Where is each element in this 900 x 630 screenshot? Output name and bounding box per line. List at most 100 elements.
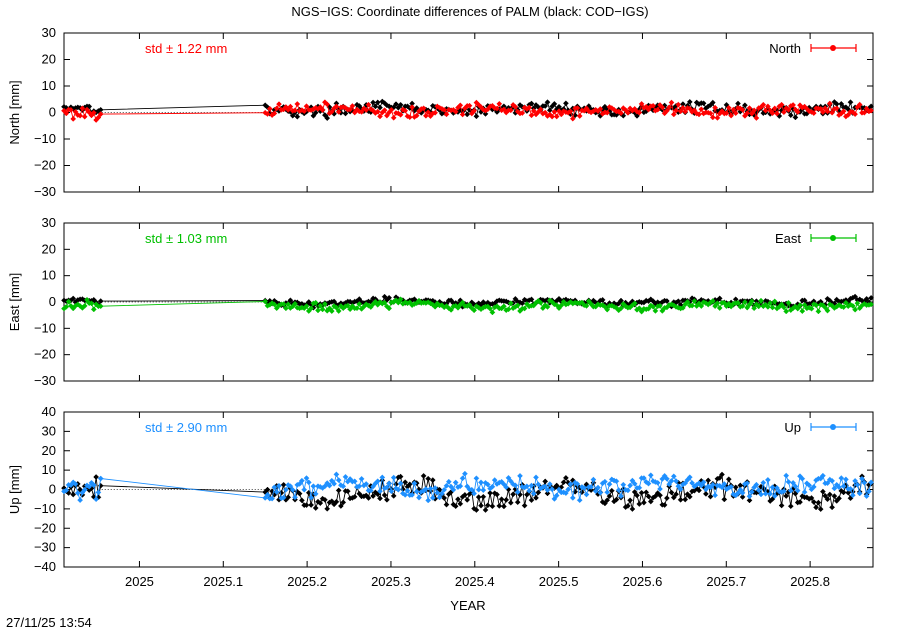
ngs-igs-north-point xyxy=(725,104,732,111)
chart-title: NGS−IGS: Coordinate differences of PALM … xyxy=(291,4,648,19)
ngs-igs-east-point xyxy=(448,307,454,313)
ngs-igs-north-point xyxy=(569,115,576,122)
ngs-igs-east-point xyxy=(397,296,404,303)
ngs-igs-east-point xyxy=(521,305,528,312)
ngs-igs-north-point xyxy=(781,109,787,116)
ngs-igs-east-point xyxy=(739,303,746,309)
ngs-igs-north-point xyxy=(273,105,280,112)
ngs-igs-east-point xyxy=(712,303,718,309)
cod-igs-up-point xyxy=(390,493,397,499)
ngs-igs-up-point xyxy=(533,474,539,481)
cod-igs-up-point xyxy=(604,497,611,504)
cod-igs-up-point xyxy=(455,496,461,503)
ngs-igs-up-point xyxy=(464,483,471,490)
ngs-igs-east-point xyxy=(815,308,822,315)
cod-igs-up-point xyxy=(533,495,539,501)
ngs-igs-north-point xyxy=(666,104,673,111)
ngs-igs-east-point xyxy=(799,308,806,314)
ngs-igs-east-point xyxy=(652,308,659,314)
cod-igs-up-point xyxy=(70,491,77,498)
ngs-igs-north-point xyxy=(319,107,326,113)
ngs-igs-up-point xyxy=(781,488,787,495)
y-tick-label: 0 xyxy=(49,294,56,309)
cod-igs-up-point xyxy=(425,475,432,482)
cod-igs-up-point xyxy=(296,490,303,497)
ngs-igs-north-point xyxy=(597,106,604,112)
ngs-igs-up-point xyxy=(831,485,838,492)
ngs-igs-east-point xyxy=(604,306,611,313)
ngs-igs-east-point xyxy=(97,303,104,310)
ngs-igs-north-point xyxy=(443,111,450,118)
cod-igs-north-point xyxy=(735,100,741,107)
ngs-igs-east-point xyxy=(781,304,787,311)
ngs-igs-up-point xyxy=(542,483,549,490)
ngs-igs-north-point xyxy=(638,101,645,107)
ngs-igs-up-point xyxy=(439,490,445,497)
cod-igs-up-point xyxy=(638,489,645,496)
ngs-igs-north-point xyxy=(712,104,718,111)
ngs-igs-up-point xyxy=(478,479,484,486)
ngs-igs-east-point xyxy=(395,299,402,306)
ngs-igs-up-point xyxy=(379,474,386,481)
std-label-up: std ± 2.90 mm xyxy=(145,420,227,435)
ngs-igs-up-point xyxy=(436,494,443,501)
cod-igs-north-point xyxy=(374,99,381,106)
cod-igs-north-point xyxy=(838,101,845,107)
ngs-igs-north-point xyxy=(413,112,420,119)
ngs-igs-north-point xyxy=(863,105,870,112)
ngs-igs-north-point xyxy=(840,108,847,115)
ngs-igs-up-point xyxy=(429,495,436,501)
ngs-igs-north-point xyxy=(542,109,549,116)
x-tick-label: 2025.5 xyxy=(539,574,579,589)
ngs-igs-east-point xyxy=(843,299,849,306)
x-tick-label: 2025.6 xyxy=(623,574,663,589)
ngs-igs-up-point xyxy=(432,485,438,491)
ngs-igs-north-point xyxy=(829,109,835,116)
ngs-igs-north-point xyxy=(397,111,404,118)
cod-igs-north-point xyxy=(377,104,383,111)
ngs-igs-up-point xyxy=(93,496,99,503)
ngs-igs-up-point xyxy=(686,474,693,481)
cod-igs-up-point xyxy=(482,507,489,513)
cod-igs-up-point xyxy=(677,496,684,503)
ngs-igs-up-point xyxy=(592,488,599,495)
x-tick-label: 2025.8 xyxy=(790,574,830,589)
ngs-igs-east-point xyxy=(742,299,748,305)
ngs-igs-up-point xyxy=(503,484,510,491)
ngs-igs-east-point xyxy=(556,305,562,311)
ngs-igs-up-point xyxy=(744,480,751,487)
ngs-igs-north-point xyxy=(622,107,629,113)
ngs-igs-east-point xyxy=(691,298,698,304)
ngs-igs-east-point xyxy=(645,305,652,312)
ngs-igs-up-point xyxy=(491,477,498,483)
ngs-igs-up-point xyxy=(90,482,97,488)
cod-igs-up-point xyxy=(808,495,815,501)
ngs-igs-up-point xyxy=(673,478,679,484)
ngs-igs-up-point xyxy=(530,490,537,497)
y-tick-label: −30 xyxy=(34,373,56,388)
y-tick-label: −40 xyxy=(34,559,56,574)
ngs-igs-up-point xyxy=(852,478,858,484)
cod-igs-up-point xyxy=(643,489,650,496)
cod-igs-north-point xyxy=(324,115,331,121)
ngs-igs-north-point xyxy=(682,108,689,115)
cod-igs-north-point xyxy=(356,103,363,109)
ngs-igs-north-point xyxy=(363,107,370,113)
ngs-igs-up-point xyxy=(416,494,422,501)
ngs-igs-east-point xyxy=(386,305,392,312)
ngs-igs-east-point xyxy=(90,306,97,313)
cod-igs-up-point xyxy=(682,496,689,503)
cod-igs-up-point xyxy=(312,505,319,511)
y-axis-title-up: Up [mm] xyxy=(7,465,22,514)
cod-igs-north-point xyxy=(294,113,301,120)
ngs-igs-north-point xyxy=(77,112,83,119)
ngs-igs-up-point xyxy=(631,480,638,487)
cod-igs-up-point xyxy=(443,501,450,508)
ngs-igs-east-point xyxy=(767,300,774,306)
ngs-igs-east-point xyxy=(65,298,72,305)
ngs-igs-up-point xyxy=(661,473,668,479)
cod-igs-east-point xyxy=(716,295,723,302)
ngs-igs-up-point xyxy=(505,475,512,481)
cod-igs-north-point xyxy=(542,103,549,109)
ngs-igs-east-point xyxy=(507,300,514,307)
